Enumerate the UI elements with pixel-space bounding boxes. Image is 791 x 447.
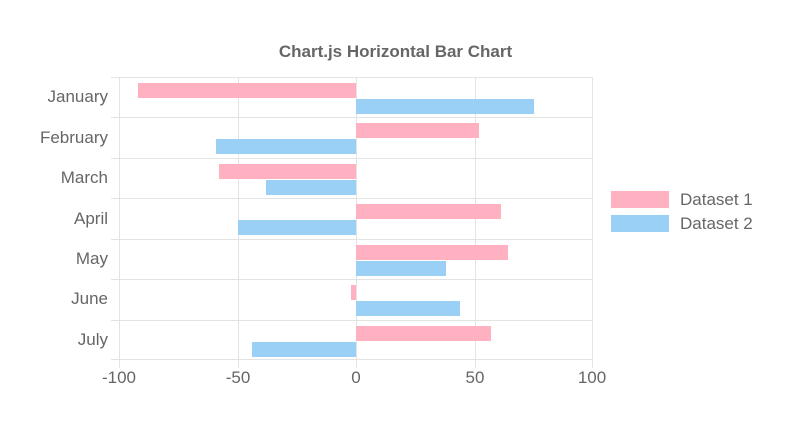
y-axis-tick: [111, 117, 119, 118]
legend-item-dataset-2[interactable]: Dataset 2: [611, 215, 753, 232]
legend-label-dataset-1: Dataset 1: [680, 190, 753, 209]
x-axis-labels: -100 -50 0 50 100: [0, 368, 791, 390]
bar-dataset-2-march[interactable]: [265, 179, 356, 195]
bar-dataset-2-february[interactable]: [216, 139, 356, 155]
x-axis-tick-label--50: -50: [225, 368, 251, 387]
x-axis-tick-label--100: -100: [101, 368, 137, 387]
y-axis-label-february: February: [39, 127, 108, 147]
x-axis-tick-label-0: 0: [351, 368, 361, 387]
y-axis-tick: [111, 359, 119, 360]
bar-dataset-1-january[interactable]: [137, 83, 356, 98]
x-axis-tick: [592, 360, 593, 368]
legend-item-dataset-1[interactable]: Dataset 1: [611, 191, 753, 208]
y-axis-label-january: January: [47, 87, 108, 107]
bar-dataset-1-march[interactable]: [218, 163, 356, 179]
y-axis-tick: [111, 320, 119, 321]
y-axis-tick: [111, 239, 119, 240]
bar-dataset-2-may[interactable]: [356, 260, 447, 276]
gridline-vertical: [592, 77, 593, 360]
legend-swatch-dataset-1: [611, 191, 669, 208]
gridline-vertical: [119, 77, 120, 360]
y-axis-label-march: March: [60, 168, 108, 188]
y-axis-tick: [111, 198, 119, 199]
y-axis-labels: January February March April May June July: [0, 77, 108, 360]
x-axis-tick: [119, 360, 120, 368]
gridline-vertical: [238, 77, 239, 360]
bar-dataset-1-july[interactable]: [356, 325, 492, 341]
legend-label-dataset-2: Dataset 2: [680, 214, 753, 233]
x-axis-tick-label-100: 100: [577, 368, 607, 387]
bar-dataset-1-may[interactable]: [356, 244, 508, 260]
x-axis-tick-label-50: 50: [465, 368, 485, 387]
y-axis-label-june: June: [71, 289, 108, 309]
y-axis-tick: [111, 279, 119, 280]
chart-title: Chart.js Horizontal Bar Chart: [278, 42, 513, 61]
legend-swatch-dataset-2: [611, 215, 669, 232]
x-axis-tick: [356, 360, 357, 368]
bar-dataset-1-june[interactable]: [351, 285, 356, 301]
bar-dataset-1-april[interactable]: [356, 204, 501, 220]
bar-dataset-2-april[interactable]: [237, 220, 356, 236]
bar-dataset-2-june[interactable]: [356, 301, 461, 317]
y-axis-tick: [111, 158, 119, 159]
bar-dataset-1-february[interactable]: [356, 123, 480, 139]
plot-area: [111, 77, 593, 368]
bar-dataset-2-july[interactable]: [251, 341, 356, 357]
y-axis-tick: [111, 77, 119, 78]
legend: Dataset 1 Dataset 2: [611, 191, 753, 239]
bar-dataset-2-january[interactable]: [356, 99, 534, 114]
y-axis-label-april: April: [73, 208, 108, 228]
x-axis-tick: [238, 360, 239, 368]
y-axis-label-july: July: [77, 329, 108, 349]
x-axis-tick: [475, 360, 476, 368]
y-axis-label-may: May: [75, 248, 108, 268]
